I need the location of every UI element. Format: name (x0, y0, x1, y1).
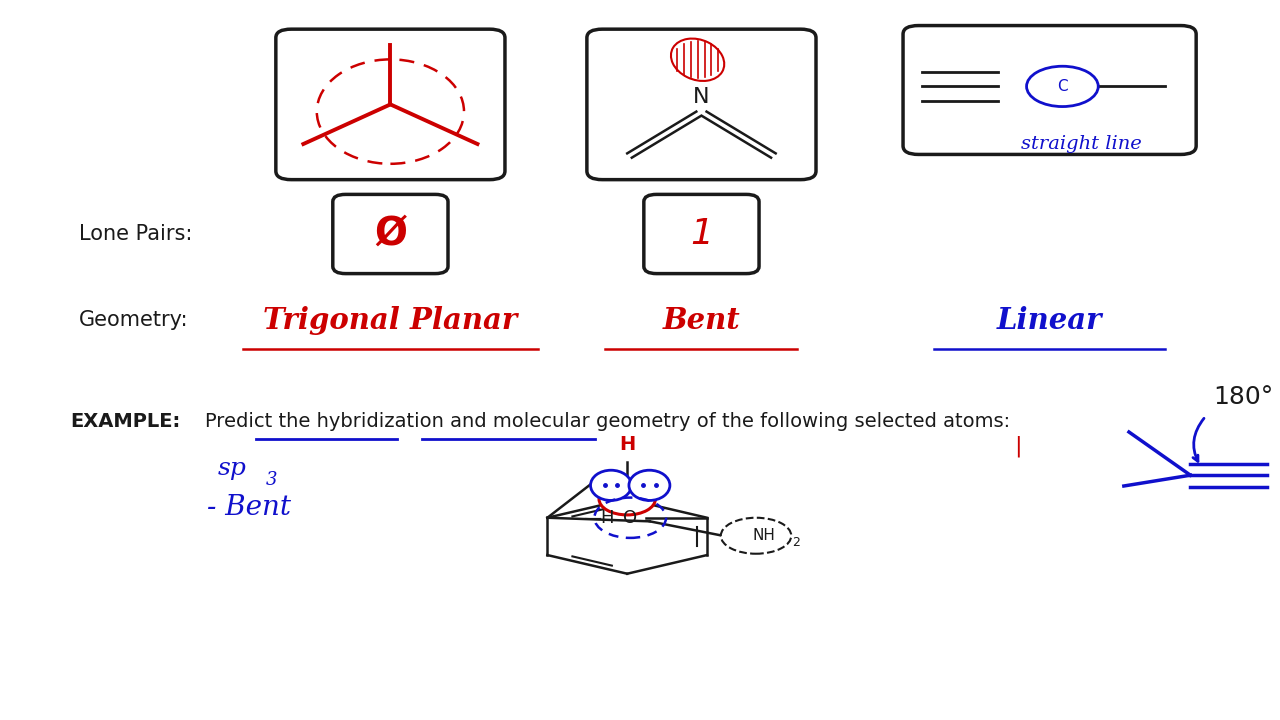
Text: Trigonal Planar: Trigonal Planar (264, 306, 517, 335)
Text: C: C (1057, 79, 1068, 94)
Text: 3: 3 (266, 472, 278, 490)
Text: 2: 2 (792, 536, 800, 549)
FancyBboxPatch shape (644, 194, 759, 274)
Circle shape (599, 483, 655, 515)
Text: Ø: Ø (374, 215, 407, 253)
Ellipse shape (721, 518, 791, 554)
Ellipse shape (671, 39, 724, 81)
Text: H: H (620, 436, 635, 454)
FancyBboxPatch shape (333, 194, 448, 274)
Text: sp: sp (218, 456, 247, 480)
Circle shape (1027, 66, 1098, 107)
FancyBboxPatch shape (586, 30, 817, 179)
Text: - Bent: - Bent (207, 494, 292, 521)
Ellipse shape (590, 470, 631, 500)
Text: N: N (694, 87, 709, 107)
Text: straight line: straight line (1021, 135, 1142, 153)
Text: Geometry:: Geometry: (79, 310, 189, 330)
Text: Predict the hybridization and molecular geometry of the following selected atoms: Predict the hybridization and molecular … (205, 412, 1010, 431)
FancyBboxPatch shape (902, 26, 1196, 155)
Text: 180°: 180° (1213, 385, 1274, 409)
Text: |: | (1014, 436, 1021, 457)
Text: EXAMPLE:: EXAMPLE: (70, 412, 180, 431)
Ellipse shape (628, 470, 669, 500)
Text: 1: 1 (690, 217, 713, 251)
Text: Bent: Bent (663, 306, 740, 335)
FancyBboxPatch shape (276, 30, 504, 179)
Text: Lone Pairs:: Lone Pairs: (79, 224, 193, 244)
Text: NH: NH (753, 528, 776, 543)
Text: Linear: Linear (997, 306, 1102, 335)
Text: O: O (623, 509, 637, 527)
Text: —H: —H (584, 509, 614, 527)
